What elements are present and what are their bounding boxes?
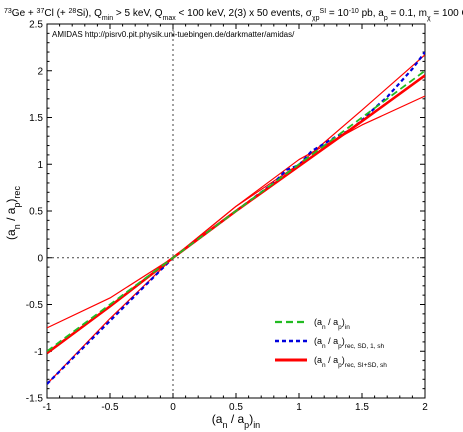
y-tick-label: 2 [37,66,43,77]
y-tick-label: 1.5 [29,113,43,124]
legend-label: (an / ap)in [314,317,350,331]
y-tick-label: -0.5 [26,300,44,311]
series-line-rec-sd [47,51,425,385]
series-line-input [47,70,425,352]
y-tick-label: 1 [37,160,43,171]
y-axis-label: (an / ap)rec [4,186,22,240]
y-tick-label: -1 [34,347,43,358]
x-axis-label: (an / ap)in [212,412,260,430]
y-tick-label: -1.5 [26,394,44,405]
x-tick-label: 1.5 [355,402,369,413]
x-tick-label: -0.5 [101,402,119,413]
x-tick-label: 2 [422,402,428,413]
x-tick-label: -1 [43,402,52,413]
chart-title: 73Ge + 37Cl (+ 28Si), Qmin > 5 keV, Qmax… [4,8,463,22]
chart-annotation: AMIDAS http://pisrv0.pit.physik.uni-tueb… [52,30,295,39]
plot-area: -1 -0.5 0 0.5 1 1.5 2-1.5-1-0.500.511.522.5 [26,20,428,414]
series-line-extra-2 [47,95,425,329]
y-tick-label: 0.5 [29,207,43,218]
x-tick-label: 0 [170,402,176,413]
legend-label: (an / ap)rec, SD, 1, sh [314,336,385,350]
y-tick-label: 0 [37,253,43,264]
x-tick-label: 1 [296,402,302,413]
y-tick-label: 2.5 [29,20,43,31]
x-tick-label: 0.5 [229,402,243,413]
legend-label: (an / ap)rec, SI+SD, sh [314,355,387,369]
legend: (an / ap)in (an / ap)rec, SD, 1, sh (an / … [275,317,387,369]
